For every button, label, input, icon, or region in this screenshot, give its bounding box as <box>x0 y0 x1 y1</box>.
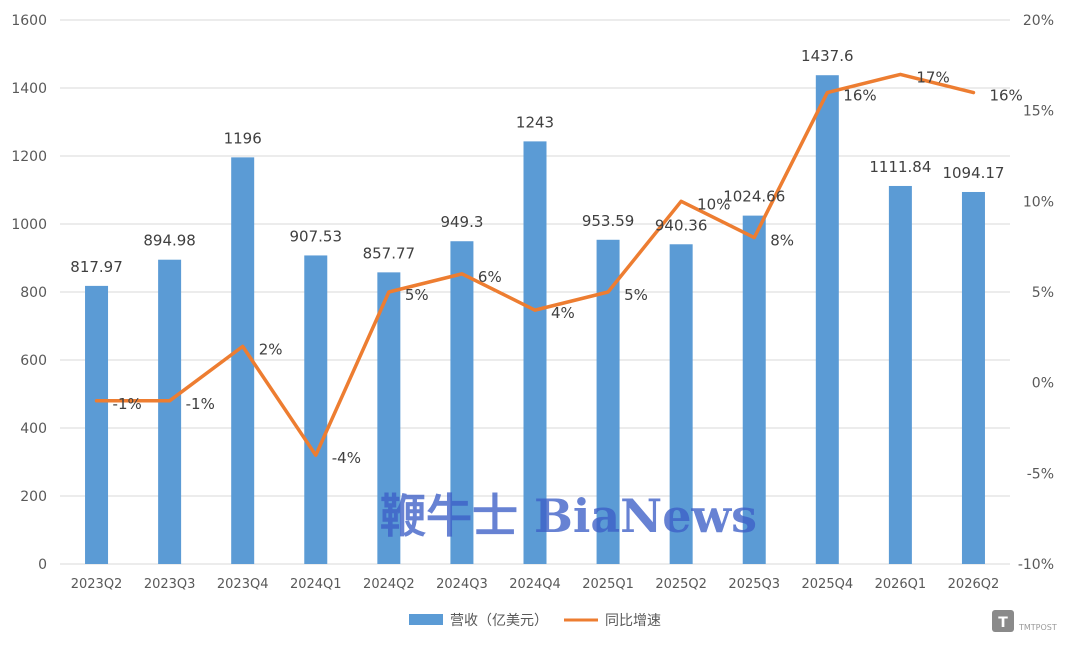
revenue-bar <box>961 191 985 565</box>
revenue-bars <box>85 75 985 565</box>
revenue-bar <box>377 272 401 564</box>
growth-data-label: 6% <box>478 268 502 286</box>
revenue-data-labels: 817.97 894.98 1196 907.53 857.77 949.3 1243 953… <box>70 47 1004 276</box>
revenue-data-label: 940.36 <box>655 216 708 234</box>
revenue-bar <box>304 255 328 564</box>
y-axis-left: 0 200 400 600 800 1000 1200 1400 1600 <box>11 13 47 573</box>
revenue-bar <box>523 141 547 564</box>
growth-data-label: 2% <box>259 340 283 358</box>
watermark-text: 鞭牛士 BiaNews <box>380 489 757 543</box>
revenue-data-label: 1094.17 <box>942 164 1004 182</box>
growth-data-label: -1% <box>186 395 215 413</box>
x-tick-label: 2024Q2 <box>363 577 415 592</box>
revenue-data-label: 907.53 <box>290 227 343 245</box>
revenue-bar <box>158 259 182 564</box>
revenue-bar <box>669 244 693 565</box>
revenue-bar <box>888 185 912 564</box>
growth-data-labels: -1% -1% 2% -4% 5% 6% 4% 5% 10% 8% 16% 17% 16% <box>113 68 1023 467</box>
growth-data-label: 10% <box>697 195 730 213</box>
revenue-data-label: 857.77 <box>363 244 416 262</box>
growth-data-label: 17% <box>916 68 949 86</box>
growth-data-label: 5% <box>624 286 648 304</box>
revenue-data-label: 1024.66 <box>723 188 785 206</box>
x-tick-label: 2023Q3 <box>144 577 196 592</box>
revenue-bar <box>742 215 766 564</box>
x-tick-label: 2024Q3 <box>436 577 488 592</box>
x-axis: 2023Q2 2023Q3 2023Q4 2024Q1 2024Q2 2024Q3 2024… <box>71 577 1000 592</box>
revenue-data-label: 817.97 <box>70 258 123 276</box>
revenue-data-label: 894.98 <box>143 232 196 250</box>
y-right-tick-label: 5% <box>1032 285 1054 301</box>
x-tick-label: 2023Q2 <box>71 577 123 592</box>
growth-data-label: -1% <box>113 395 142 413</box>
svg-text:T: T <box>998 615 1008 631</box>
revenue-bar <box>450 241 474 564</box>
y-left-tick-label: 1000 <box>11 217 47 233</box>
growth-data-label: -4% <box>332 449 361 467</box>
legend: 营收（亿美元） 同比增速 <box>409 613 661 629</box>
y-left-tick-label: 1400 <box>11 81 47 97</box>
growth-data-label: 16% <box>843 87 876 105</box>
x-tick-label: 2025Q2 <box>655 577 707 592</box>
y-left-tick-label: 800 <box>20 285 47 301</box>
y-left-tick-label: 1600 <box>11 13 47 29</box>
growth-data-label: 4% <box>551 304 575 322</box>
logo-text: TMTPOST <box>1018 623 1057 632</box>
y-right-tick-label: -10% <box>1018 557 1054 573</box>
x-tick-label: 2025Q4 <box>802 577 854 592</box>
y-left-tick-label: 600 <box>20 353 47 369</box>
legend-label-growth: 同比增速 <box>605 613 661 629</box>
revenue-bar <box>85 285 109 564</box>
y-right-tick-label: 0% <box>1032 376 1054 392</box>
x-tick-label: 2023Q4 <box>217 577 269 592</box>
revenue-data-label: 1111.84 <box>869 158 931 176</box>
x-tick-label: 2024Q4 <box>509 577 561 592</box>
revenue-bar <box>596 239 620 564</box>
y-left-tick-label: 1200 <box>11 149 47 165</box>
revenue-data-label: 949.3 <box>440 213 483 231</box>
x-tick-label: 2026Q1 <box>875 577 927 592</box>
growth-data-label: 16% <box>989 87 1022 105</box>
revenue-bar <box>231 157 255 565</box>
legend-label-revenue: 营收（亿美元） <box>450 613 548 629</box>
revenue-data-label: 1243 <box>516 113 554 131</box>
legend-swatch-revenue <box>409 614 443 625</box>
y-left-tick-label: 0 <box>38 557 47 573</box>
x-tick-label: 2025Q3 <box>728 577 780 592</box>
revenue-data-label: 1196 <box>224 129 262 147</box>
growth-data-label: 8% <box>770 232 794 250</box>
x-tick-label: 2025Q1 <box>582 577 634 592</box>
y-right-tick-label: 10% <box>1023 194 1054 210</box>
y-right-tick-label: 20% <box>1023 13 1054 29</box>
revenue-data-label: 1437.6 <box>801 47 854 65</box>
y-left-tick-label: 400 <box>20 421 47 437</box>
revenue-data-label: 953.59 <box>582 212 635 230</box>
growth-line-path <box>94 72 976 457</box>
growth-data-label: 5% <box>405 286 429 304</box>
y-axis-right: -10% -5% 0% 5% 10% 15% 20% <box>1018 13 1054 573</box>
x-tick-label: 2026Q2 <box>948 577 1000 592</box>
x-tick-label: 2024Q1 <box>290 577 342 592</box>
tmtpost-logo-icon: T TMTPOST <box>992 610 1057 632</box>
growth-line <box>94 72 976 457</box>
y-left-tick-label: 200 <box>20 489 47 505</box>
revenue-bar <box>815 75 839 564</box>
y-right-tick-label: -5% <box>1027 466 1054 482</box>
y-right-tick-label: 15% <box>1023 104 1054 120</box>
